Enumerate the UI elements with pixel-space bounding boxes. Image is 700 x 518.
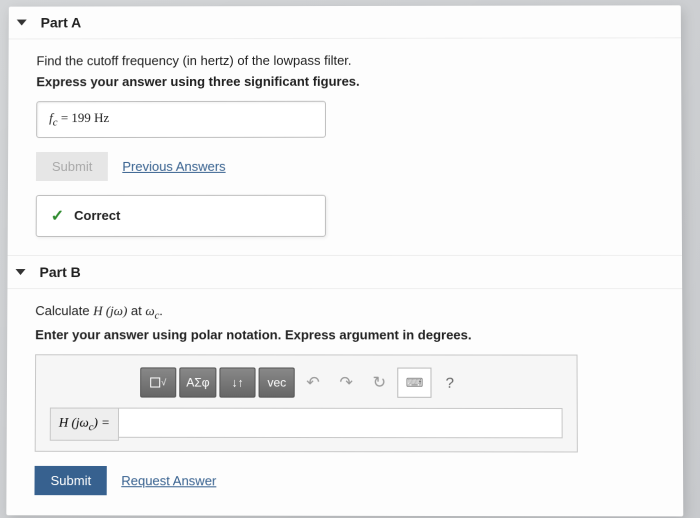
chevron-down-icon [17, 20, 27, 26]
part-a-header[interactable]: Part A [9, 5, 681, 39]
equation-label: H (jωc) = [50, 408, 119, 441]
previous-answers-link[interactable]: Previous Answers [122, 158, 225, 173]
equation-toolbar: √ ΑΣφ ↓↑ vec ↶ ↷ ↻ ⌨ ? [140, 368, 562, 399]
part-b-body: Calculate H (jω) at ωc. Enter your answe… [6, 289, 683, 506]
part-b-title: Part B [39, 264, 80, 280]
request-answer-link[interactable]: Request Answer [121, 473, 216, 488]
part-b-instruction: Enter your answer using polar notation. … [35, 327, 662, 342]
part-a-body: Find the cutoff frequency (in hertz) of … [8, 38, 682, 246]
answer-eq: = [58, 110, 72, 125]
equation-editor: √ ΑΣφ ↓↑ vec ↶ ↷ ↻ ⌨ ? H (jωc) = [35, 354, 578, 452]
help-button[interactable]: ? [435, 368, 465, 398]
undo-button[interactable]: ↶ [298, 368, 328, 398]
part-b-prompt: Calculate H (jω) at ωc. [35, 303, 662, 322]
keyboard-button[interactable]: ⌨ [397, 368, 431, 398]
correct-label: Correct [74, 208, 120, 223]
part-a-prompt: Find the cutoff frequency (in hertz) of … [36, 52, 661, 68]
part-a-answer-field: fc = 199 Hz [36, 101, 326, 138]
greek-button[interactable]: ΑΣφ [179, 368, 216, 398]
prompt-pre: Calculate [35, 303, 93, 318]
part-a-instruction: Express your answer using three signific… [36, 73, 661, 89]
part-a-title: Part A [41, 14, 82, 30]
redo-button[interactable]: ↷ [331, 368, 361, 398]
part-b-header[interactable]: Part B [7, 254, 682, 288]
eq-h: H (jω [59, 415, 89, 430]
root-sup: √ [161, 378, 166, 388]
vec-button[interactable]: vec [259, 368, 295, 398]
submit-button[interactable]: Submit [34, 466, 107, 495]
answer-value: 199 [71, 110, 91, 125]
prompt-post: . [159, 303, 162, 318]
eq-post: ) = [93, 415, 109, 430]
chevron-down-icon [16, 269, 26, 275]
prompt-h: H (jω) [93, 303, 127, 318]
subscript-button[interactable]: ↓↑ [220, 368, 256, 398]
submit-button-disabled: Submit [36, 152, 108, 181]
prompt-mid: at [127, 303, 145, 318]
square-icon [150, 378, 160, 388]
reset-button[interactable]: ↻ [364, 368, 394, 398]
answer-unit: Hz [91, 110, 109, 125]
check-icon: ✓ [51, 206, 64, 226]
prompt-wc: ω [145, 303, 154, 318]
equation-input[interactable] [119, 408, 563, 439]
correct-feedback-box: ✓ Correct [36, 194, 326, 236]
templates-button[interactable]: √ [140, 368, 176, 398]
